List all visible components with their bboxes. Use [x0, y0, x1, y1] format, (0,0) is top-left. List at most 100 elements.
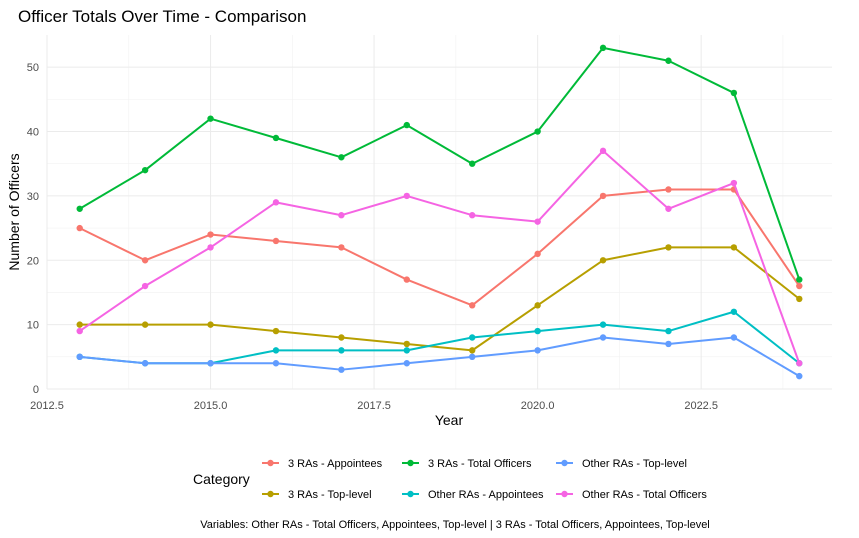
data-point	[599, 44, 607, 52]
series-line	[79, 336, 800, 377]
series-line	[79, 310, 800, 365]
data-point	[796, 282, 803, 290]
y-tick-label: 20	[27, 255, 39, 267]
data-point	[272, 327, 280, 335]
series-3-ras-total-officers	[76, 44, 803, 283]
data-point	[534, 302, 541, 309]
x-tick-label: 2020.0	[521, 400, 555, 412]
data-point	[403, 276, 410, 283]
data-point	[76, 205, 83, 212]
data-point	[403, 192, 410, 200]
legend: Category 3 RAs - Appointees 3 RAs - Total…	[193, 458, 707, 501]
data-point	[796, 360, 803, 367]
data-point	[338, 154, 345, 161]
data-point	[403, 360, 410, 367]
data-point	[207, 244, 214, 251]
data-point	[599, 334, 607, 341]
data-point	[599, 147, 607, 155]
series-line	[79, 46, 801, 280]
series-3-ras-appointees	[76, 186, 803, 309]
series-line	[79, 149, 801, 364]
data-point	[730, 334, 738, 341]
data-point	[76, 353, 83, 361]
legend-title: Category	[193, 471, 250, 487]
data-point	[534, 347, 541, 354]
legend-label: Other RAs - Total Officers	[582, 489, 707, 501]
data-point	[665, 186, 672, 193]
legend-key-point	[267, 490, 274, 498]
data-point	[665, 340, 672, 348]
series-layer	[76, 44, 803, 380]
data-point	[141, 321, 149, 328]
chart-title: Officer Totals Over Time - Comparison	[18, 7, 306, 26]
data-point	[338, 334, 345, 341]
data-point	[665, 244, 672, 251]
data-point	[730, 244, 738, 251]
data-point	[141, 257, 149, 264]
data-point	[272, 237, 280, 245]
data-point	[534, 250, 541, 258]
data-point	[665, 57, 672, 64]
legend-key-point	[407, 490, 414, 498]
chart-caption: Variables: Other RAs - Total Officers, A…	[200, 519, 710, 531]
data-point	[207, 321, 214, 328]
data-point	[207, 360, 214, 367]
data-point	[469, 302, 476, 309]
data-point	[76, 327, 83, 335]
series-other-ras-total-officers	[76, 147, 803, 367]
grid	[46, 35, 832, 390]
legend-label: 3 RAs - Total Officers	[428, 458, 532, 470]
y-tick-label: 40	[27, 127, 39, 139]
y-axis-label: Number of Officers	[6, 153, 22, 270]
y-tick-label: 50	[27, 62, 39, 74]
series-other-ras-top-level	[76, 334, 803, 380]
x-axis-label: Year	[435, 412, 464, 428]
data-point	[338, 212, 345, 219]
x-axis-ticks: 2012.5 2015.0 2017.5 2020.0 2022.5	[30, 400, 718, 412]
data-point	[469, 212, 476, 219]
legend-key-point	[561, 490, 568, 498]
data-point	[665, 205, 672, 212]
x-tick-label: 2012.5	[30, 400, 64, 412]
series-line	[79, 188, 801, 307]
legend-label: Other RAs - Top-level	[582, 458, 687, 470]
y-tick-label: 0	[33, 384, 39, 396]
legend-label: Other RAs - Appointees	[428, 489, 544, 501]
data-point	[534, 327, 541, 335]
data-point	[796, 295, 803, 303]
legend-item: 3 RAs - Appointees	[262, 458, 383, 470]
legend-item: Other RAs - Appointees	[402, 489, 544, 501]
y-axis-ticks: 0 10 20 30 40 50	[27, 62, 39, 396]
data-point	[207, 231, 214, 238]
series-other-ras-appointees	[76, 308, 803, 367]
series-3-ras-top-level	[76, 244, 803, 354]
data-point	[76, 321, 83, 328]
data-point	[469, 347, 476, 354]
data-point	[599, 321, 607, 328]
data-point	[76, 224, 83, 232]
data-point	[403, 340, 410, 348]
data-point	[403, 121, 410, 129]
data-point	[403, 347, 410, 354]
data-point	[469, 353, 476, 361]
legend-item: Other RAs - Total Officers	[556, 489, 707, 501]
y-tick-label: 10	[27, 320, 39, 332]
legend-item: 3 RAs - Total Officers	[402, 458, 532, 470]
y-tick-label: 30	[27, 191, 39, 203]
legend-item: 3 RAs - Top-level	[262, 489, 372, 501]
series-line	[79, 246, 800, 352]
data-point	[665, 327, 672, 335]
data-point	[730, 89, 738, 97]
data-point	[272, 347, 280, 354]
data-point	[338, 244, 345, 251]
x-tick-label: 2015.0	[194, 400, 228, 412]
data-point	[272, 360, 280, 367]
data-point	[599, 192, 607, 200]
data-point	[796, 372, 803, 380]
legend-label: 3 RAs - Appointees	[288, 458, 383, 470]
x-tick-label: 2022.5	[684, 400, 718, 412]
data-point	[141, 282, 149, 290]
legend-item: Other RAs - Top-level	[556, 458, 687, 470]
data-point	[141, 360, 149, 367]
